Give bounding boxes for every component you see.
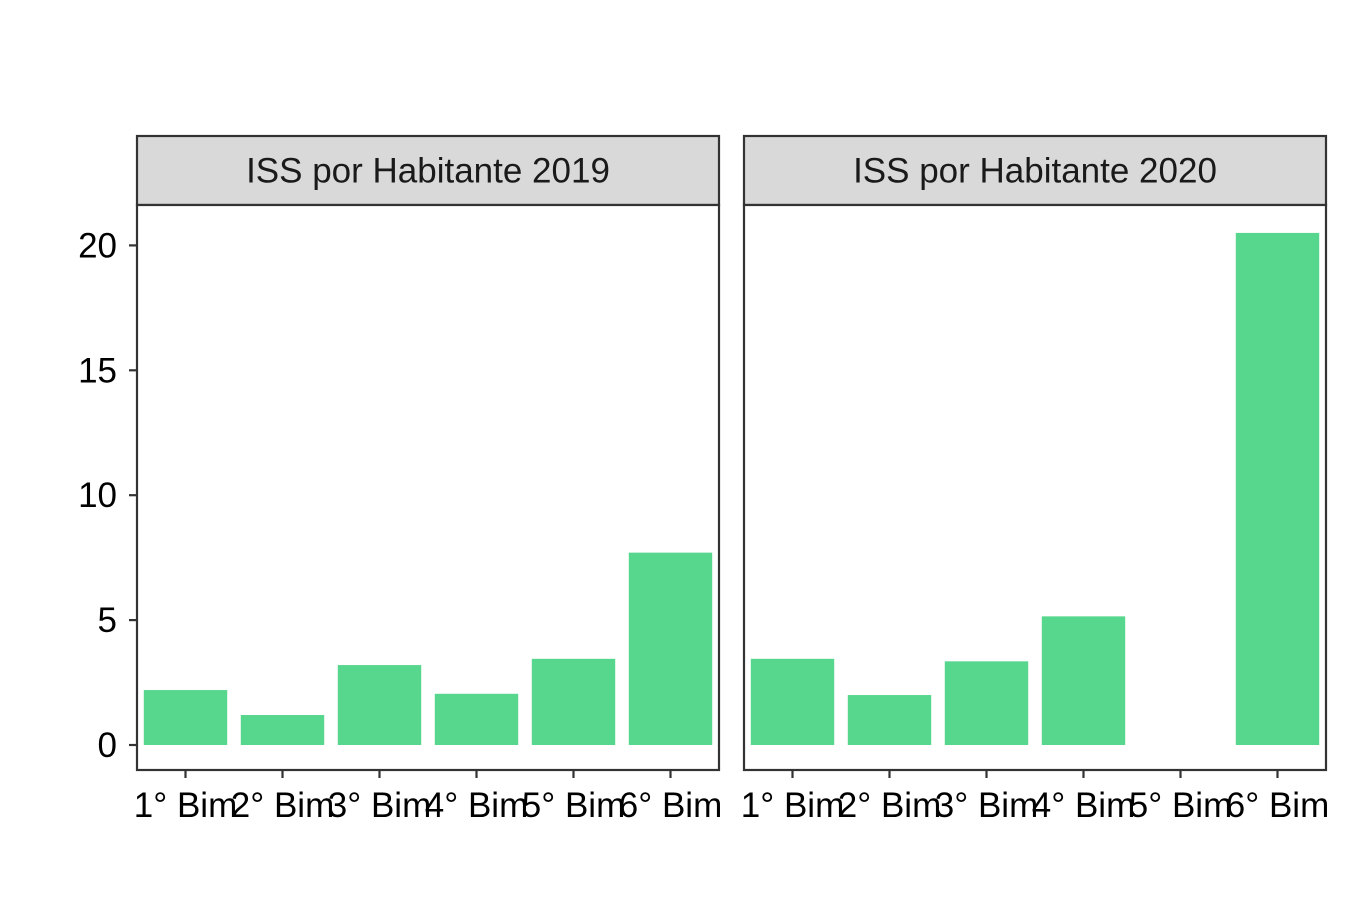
- x-tick-label: 5° Bim: [1129, 786, 1232, 825]
- facet-title: ISS por Habitante 2020: [853, 152, 1217, 191]
- x-tick-label: 2° Bim: [231, 786, 334, 825]
- bar-1-1: [143, 690, 228, 745]
- x-tick-label: 5° Bim: [522, 786, 625, 825]
- bar-2-3: [944, 661, 1029, 745]
- x-tick-label: 6° Bim: [619, 786, 722, 825]
- x-tick-label: 2° Bim: [838, 786, 941, 825]
- facet-strip: [742, 134, 1328, 207]
- x-tick-label: 4° Bim: [1032, 786, 1135, 825]
- panel-background: [137, 205, 719, 770]
- y-tick-label: 10: [78, 476, 117, 515]
- panel-border: [742, 203, 1328, 772]
- bar-1-4: [434, 693, 519, 745]
- bar-1-6: [628, 552, 713, 745]
- bar-2-2: [847, 695, 932, 745]
- bar-1-3: [337, 665, 422, 745]
- y-tick-label: 15: [78, 351, 117, 390]
- x-tick-label: 3° Bim: [328, 786, 431, 825]
- facet-strip: [135, 134, 721, 207]
- x-tick-label: 6° Bim: [1226, 786, 1329, 825]
- y-tick-label: 0: [98, 726, 117, 765]
- facet-title: ISS por Habitante 2019: [246, 152, 610, 191]
- y-tick-label: 5: [98, 601, 117, 640]
- panel-background: [744, 205, 1326, 770]
- x-tick-label: 1° Bim: [741, 786, 844, 825]
- x-tick-label: 1° Bim: [134, 786, 237, 825]
- bar-1-2: [240, 715, 325, 745]
- x-tick-label: 4° Bim: [425, 786, 528, 825]
- bar-2-1: [750, 658, 835, 745]
- bar-2-4: [1041, 616, 1126, 745]
- bar-2-6: [1235, 232, 1320, 745]
- y-tick-label: 20: [78, 226, 117, 265]
- bar-1-5: [531, 658, 616, 745]
- x-tick-label: 3° Bim: [935, 786, 1038, 825]
- panel-border: [135, 203, 721, 772]
